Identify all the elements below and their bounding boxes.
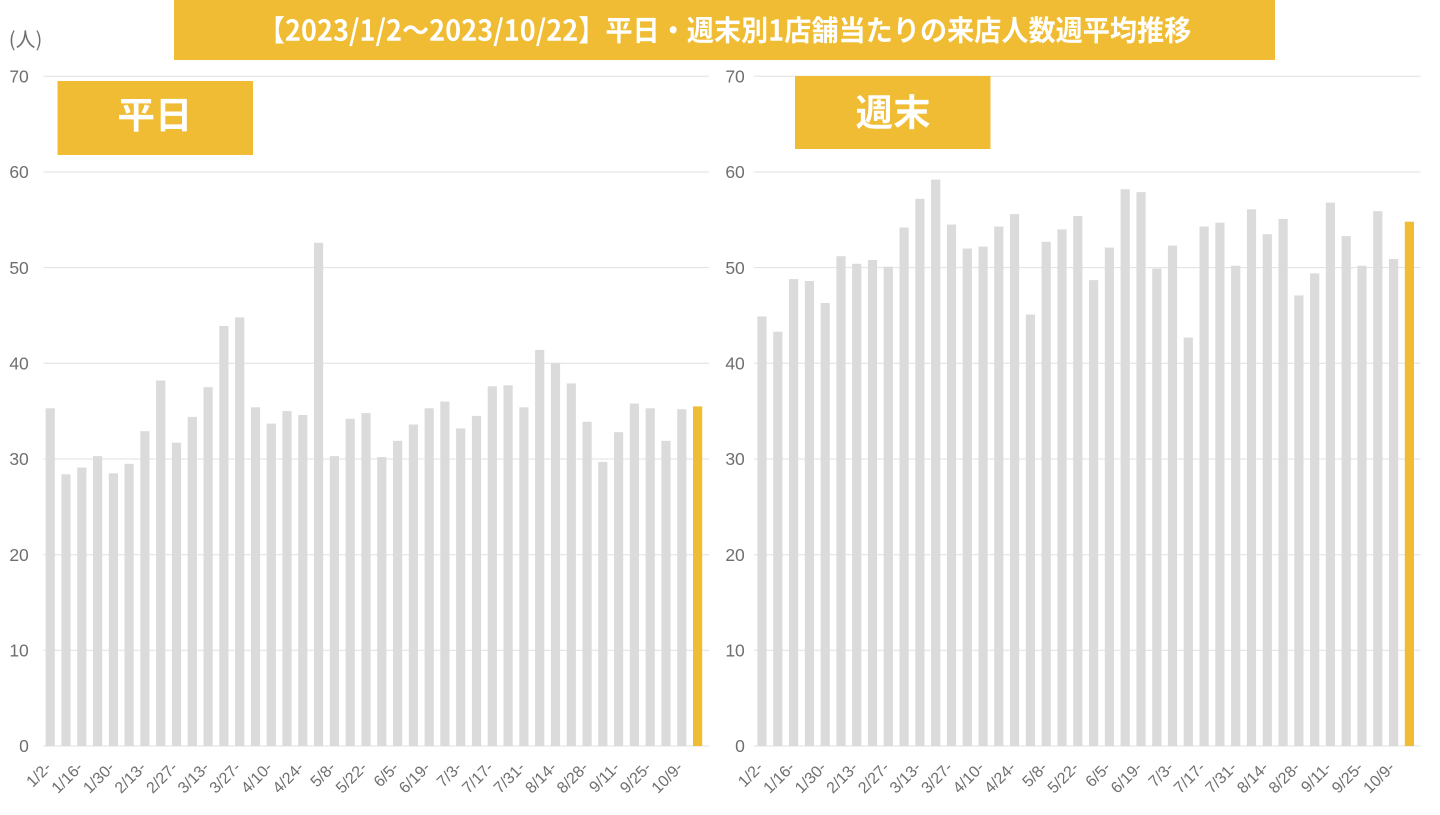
svg-text:60: 60 bbox=[9, 162, 29, 182]
svg-text:50: 50 bbox=[9, 258, 29, 278]
svg-text:40: 40 bbox=[725, 354, 745, 374]
svg-text:0: 0 bbox=[735, 736, 745, 756]
svg-text:70: 70 bbox=[9, 67, 29, 87]
svg-text:40: 40 bbox=[9, 354, 29, 374]
svg-text:0: 0 bbox=[19, 736, 29, 756]
svg-text:50: 50 bbox=[725, 258, 745, 278]
svg-text:20: 20 bbox=[725, 545, 745, 565]
svg-text:30: 30 bbox=[725, 449, 745, 469]
svg-text:20: 20 bbox=[9, 545, 29, 565]
svg-text:60: 60 bbox=[725, 162, 745, 182]
svg-text:30: 30 bbox=[9, 449, 29, 469]
svg-text:70: 70 bbox=[725, 67, 745, 87]
svg-text:10: 10 bbox=[725, 641, 745, 661]
svg-text:10: 10 bbox=[9, 641, 29, 661]
